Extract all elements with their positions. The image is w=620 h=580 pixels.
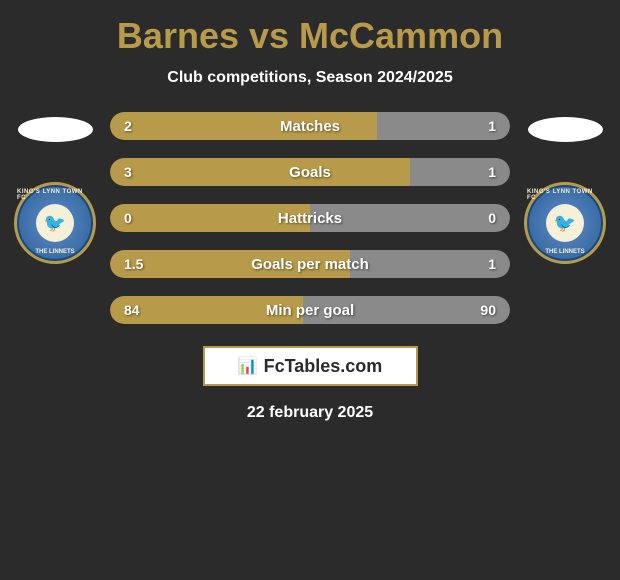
player-avatar-left [18, 117, 93, 142]
badge-bird-icon: 🐦 [546, 204, 584, 242]
stat-bar-right [350, 250, 510, 278]
badge-subtitle-left: THE LINNETS [35, 249, 74, 255]
stat-value-right: 1 [488, 164, 496, 180]
player-avatar-right [528, 117, 603, 142]
stat-value-right: 90 [480, 302, 496, 318]
subtitle: Club competitions, Season 2024/2025 [167, 69, 452, 87]
stat-label: Matches [280, 118, 340, 135]
stat-value-right: 1 [488, 118, 496, 134]
stat-row: 84 Min per goal 90 [110, 296, 510, 324]
club-badge-left: KING'S LYNN TOWN FC 🐦 THE LINNETS [14, 182, 96, 264]
stat-row: 3 Goals 1 [110, 158, 510, 186]
stat-row: 1.5 Goals per match 1 [110, 250, 510, 278]
brand-name: FcTables.com [264, 356, 383, 377]
badge-name-right: KING'S LYNN TOWN FC [527, 189, 603, 201]
left-player-column: KING'S LYNN TOWN FC 🐦 THE LINNETS [10, 112, 100, 264]
stat-label: Min per goal [266, 302, 354, 319]
footer-date: 22 february 2025 [247, 404, 373, 422]
stat-value-left: 0 [124, 210, 132, 226]
stat-label: Goals per match [251, 256, 369, 273]
badge-name-left: KING'S LYNN TOWN FC [17, 189, 93, 201]
stat-label: Goals [289, 164, 331, 181]
page-title: Barnes vs McCammon [117, 15, 503, 57]
stat-value-right: 1 [488, 256, 496, 272]
comparison-area: KING'S LYNN TOWN FC 🐦 THE LINNETS 2 Matc… [10, 112, 610, 324]
stat-value-left: 3 [124, 164, 132, 180]
stat-value-left: 1.5 [124, 256, 143, 272]
stat-bar-left [110, 158, 410, 186]
stat-row: 2 Matches 1 [110, 112, 510, 140]
stat-label: Hattricks [278, 210, 342, 227]
stat-value-left: 2 [124, 118, 132, 134]
stat-value-right: 0 [488, 210, 496, 226]
stat-value-left: 84 [124, 302, 140, 318]
brand-logo[interactable]: 📊 FcTables.com [203, 346, 418, 386]
badge-bird-icon: 🐦 [36, 204, 74, 242]
club-badge-right: KING'S LYNN TOWN FC 🐦 THE LINNETS [524, 182, 606, 264]
right-player-column: KING'S LYNN TOWN FC 🐦 THE LINNETS [520, 112, 610, 264]
stat-row: 0 Hattricks 0 [110, 204, 510, 232]
chart-icon: 📊 [238, 356, 258, 376]
stats-column: 2 Matches 1 3 Goals 1 0 Hattricks 0 [110, 112, 510, 324]
badge-subtitle-right: THE LINNETS [545, 249, 584, 255]
